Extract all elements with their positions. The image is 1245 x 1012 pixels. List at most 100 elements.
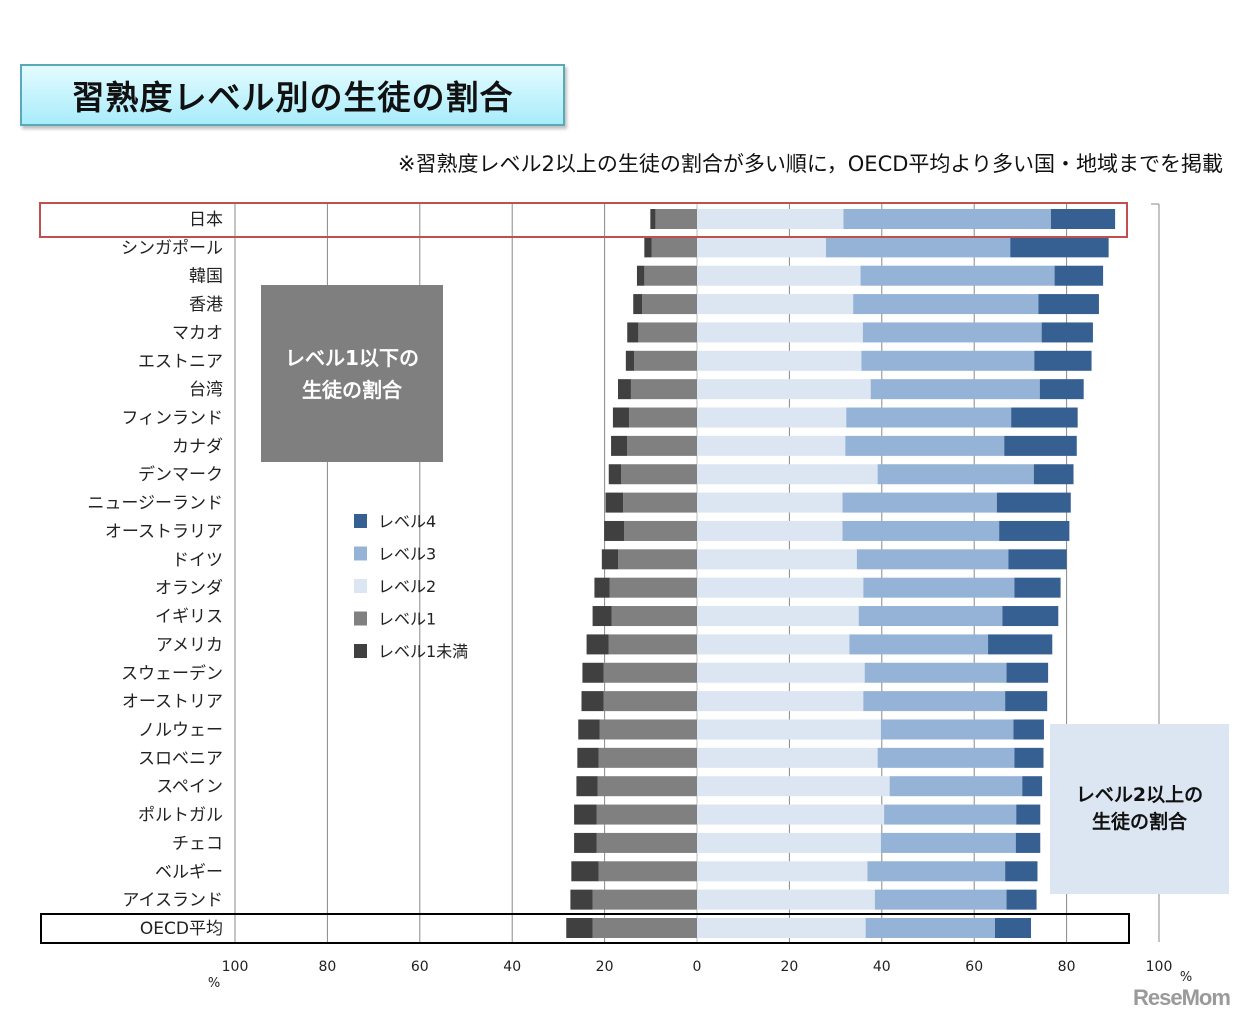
x-tick-label: 40 bbox=[503, 959, 521, 975]
x-tick-label: 60 bbox=[965, 959, 983, 975]
bar-below-level1 bbox=[574, 804, 597, 825]
bar-level1 bbox=[623, 492, 697, 513]
bar-level4 bbox=[1005, 861, 1038, 882]
bar-level4 bbox=[1033, 464, 1074, 485]
bar-level2 bbox=[697, 520, 843, 541]
callout-line: レベル2以上の bbox=[1075, 784, 1204, 806]
x-tick-label: 20 bbox=[780, 959, 798, 975]
unit-label-right: % bbox=[1180, 970, 1192, 985]
bar-level2 bbox=[697, 549, 857, 570]
bar-level4 bbox=[1013, 719, 1044, 740]
x-tick-label: 40 bbox=[873, 959, 891, 975]
bar-level2 bbox=[697, 691, 864, 712]
category-label: ポルトガル bbox=[138, 806, 223, 826]
bar-below-level1 bbox=[604, 520, 625, 541]
category-label: ドイツ bbox=[172, 550, 223, 570]
bar-level2 bbox=[697, 889, 875, 910]
bar-level2 bbox=[697, 776, 890, 797]
category-label: デンマーク bbox=[138, 464, 223, 485]
x-tick-label: 20 bbox=[596, 959, 614, 975]
bar-level2 bbox=[697, 747, 878, 768]
category-label: 香港 bbox=[189, 295, 223, 315]
category-label: OECD平均 bbox=[140, 919, 223, 939]
bar-level3 bbox=[863, 577, 1015, 598]
bar-level3 bbox=[858, 606, 1003, 627]
bar-below-level1 bbox=[636, 265, 645, 286]
bar-level1 bbox=[603, 662, 697, 683]
x-tick-label: 0 bbox=[693, 959, 702, 975]
page-title: 習熟度レベル別の生徒の割合 bbox=[20, 64, 565, 126]
bar-below-level1 bbox=[574, 832, 597, 853]
bar-level3 bbox=[862, 322, 1042, 343]
callout-line: 生徒の割合 bbox=[302, 377, 402, 402]
bar-level4 bbox=[994, 918, 1032, 938]
bar-level2 bbox=[697, 804, 885, 825]
bar-level1 bbox=[627, 435, 697, 456]
bar-level3 bbox=[877, 464, 1034, 485]
bar-level4 bbox=[1006, 889, 1037, 910]
bar-level3 bbox=[853, 294, 1039, 315]
bar-level2 bbox=[697, 606, 859, 627]
bar-level3 bbox=[845, 435, 1005, 456]
category-label: 台湾 bbox=[189, 380, 223, 400]
bar-level1 bbox=[608, 634, 697, 655]
bar-below-level1 bbox=[611, 435, 628, 456]
bar-below-level1 bbox=[601, 549, 618, 570]
bar-level1 bbox=[598, 861, 697, 882]
bar-below-level1 bbox=[582, 662, 604, 683]
bar-level1 bbox=[624, 520, 697, 541]
bar-level2 bbox=[697, 209, 844, 229]
bar-level4 bbox=[1054, 265, 1104, 286]
bar-below-level1 bbox=[578, 719, 600, 740]
bar-level3 bbox=[856, 549, 1009, 570]
bar-level2 bbox=[697, 662, 865, 683]
category-label: 日本 bbox=[189, 210, 223, 230]
bar-level3 bbox=[846, 407, 1012, 428]
legend-swatch bbox=[354, 514, 367, 528]
japan-highlight-box bbox=[39, 202, 1128, 238]
bar-level1 bbox=[596, 832, 697, 853]
bar-level4 bbox=[996, 492, 1071, 513]
bar-level2 bbox=[697, 719, 881, 740]
category-label: ベルギー bbox=[155, 862, 223, 882]
oecd-highlight-box bbox=[40, 913, 1130, 944]
bar-level2 bbox=[697, 577, 864, 598]
bar-level2 bbox=[697, 379, 871, 400]
category-label: ノルウェー bbox=[138, 720, 223, 740]
bar-level4 bbox=[1008, 549, 1067, 570]
bar-level3 bbox=[874, 889, 1007, 910]
bar-level1 bbox=[642, 294, 697, 315]
legend-label: レベル3 bbox=[378, 545, 436, 564]
unit-label-left: % bbox=[208, 976, 220, 991]
bar-level4 bbox=[1041, 322, 1093, 343]
bar-level4 bbox=[1014, 747, 1044, 768]
bar-level2 bbox=[697, 294, 854, 315]
bar-level3 bbox=[825, 237, 1011, 258]
bar-below-level1 bbox=[577, 747, 599, 768]
bar-level4 bbox=[1010, 237, 1109, 258]
category-label: オーストリア bbox=[122, 692, 223, 712]
bar-level2 bbox=[697, 435, 846, 456]
legend-label: レベル1未満 bbox=[378, 642, 468, 661]
bar-level4 bbox=[988, 634, 1053, 655]
x-tick-label: 80 bbox=[1058, 959, 1076, 975]
bar-level2 bbox=[697, 322, 863, 343]
bar-below-level1 bbox=[612, 407, 630, 428]
callout-line: レベル1以下の bbox=[285, 345, 419, 370]
bar-below-level1 bbox=[608, 464, 622, 485]
legend-label: レベル4 bbox=[378, 512, 436, 531]
bar-level1 bbox=[638, 322, 697, 343]
bar-below-level1 bbox=[617, 379, 631, 400]
callout-line: 生徒の割合 bbox=[1091, 811, 1187, 833]
bar-level3 bbox=[867, 861, 1006, 882]
bar-level3 bbox=[889, 776, 1023, 797]
bar-below-level1 bbox=[650, 209, 656, 229]
category-label: シンガポール bbox=[121, 238, 223, 258]
bar-level1 bbox=[599, 719, 697, 740]
bar-level1 bbox=[596, 804, 697, 825]
category-label: イギリス bbox=[155, 607, 223, 627]
bar-level1 bbox=[629, 407, 697, 428]
bar-level2 bbox=[697, 861, 868, 882]
